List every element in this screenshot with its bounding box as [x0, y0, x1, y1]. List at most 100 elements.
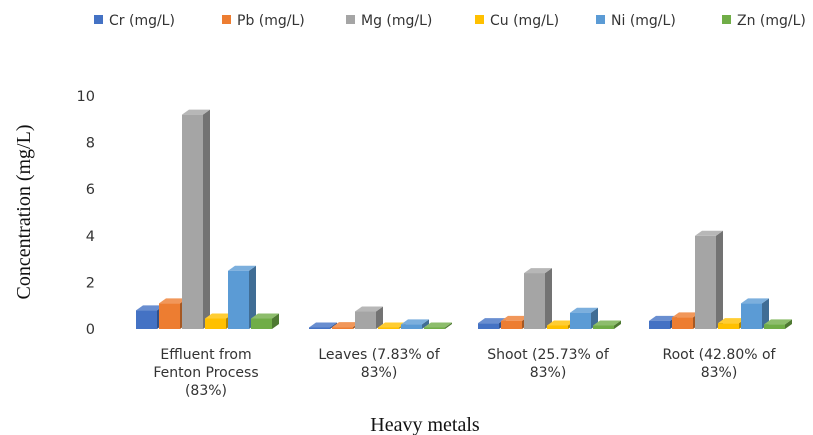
bar	[309, 322, 337, 329]
bar	[764, 319, 792, 329]
legend-swatch	[475, 15, 484, 24]
x-axis: Effluent from Fenton Process (83%) Leaves (…	[153, 347, 776, 399]
x-category-label: Shoot (25.73% of	[487, 347, 610, 363]
bar-top	[764, 319, 792, 325]
bar-front	[228, 270, 249, 329]
legend-swatch	[222, 15, 231, 24]
bar-side	[376, 306, 383, 329]
bar	[401, 319, 429, 329]
bar	[355, 306, 383, 329]
x-category-label: Effluent from	[160, 347, 251, 363]
bar-top	[251, 313, 279, 319]
bar-front	[764, 324, 785, 329]
bar-top	[182, 109, 210, 115]
bar-side	[785, 319, 792, 329]
y-tick-label: 10	[77, 89, 95, 105]
bar-front	[159, 303, 180, 329]
bar-front	[547, 325, 568, 329]
legend-swatch	[722, 15, 731, 24]
bar	[182, 109, 210, 329]
bar-top	[672, 312, 700, 318]
bar-front	[695, 235, 716, 329]
bar	[593, 320, 621, 329]
bar-top	[593, 320, 621, 326]
bars	[136, 109, 792, 329]
x-category-label: 83%)	[530, 365, 567, 381]
bar-top	[355, 306, 383, 312]
y-tick-label: 8	[86, 136, 95, 152]
x-category-label: (83%)	[185, 383, 227, 399]
bar-top	[378, 322, 406, 328]
legend-label: Mg (mg/L)	[361, 13, 432, 29]
y-axis: 0 2 4 6 8 10	[77, 89, 95, 338]
bar	[524, 268, 552, 329]
x-category-label: Leaves (7.83% of	[318, 347, 440, 363]
bar-front	[524, 273, 545, 329]
x-category-label: Fenton Process	[153, 365, 258, 381]
bar-side	[762, 298, 769, 329]
bar	[251, 313, 279, 329]
bar-side	[545, 268, 552, 329]
bar-front	[182, 114, 203, 329]
bar-top	[136, 305, 164, 311]
legend-label: Ni (mg/L)	[611, 13, 676, 29]
bar-top	[478, 318, 506, 324]
bar-top	[309, 322, 337, 328]
bar-front	[593, 325, 614, 329]
bar-top	[524, 268, 552, 274]
bar-side	[330, 322, 337, 329]
bar-front	[251, 318, 272, 329]
bar-top	[718, 318, 746, 324]
bar-front	[501, 320, 522, 329]
bar	[695, 230, 723, 329]
bar-top	[424, 322, 452, 328]
bar-top	[501, 315, 529, 321]
y-tick-label: 6	[86, 182, 95, 198]
legend-swatch	[596, 15, 605, 24]
bar-side	[203, 109, 210, 329]
x-category-label: 83%)	[361, 365, 398, 381]
bar-top	[695, 230, 723, 236]
bar-front	[718, 323, 739, 329]
bar-side	[272, 313, 279, 329]
bar	[228, 265, 256, 329]
bar-side	[614, 320, 621, 329]
bar-top	[649, 315, 677, 321]
bar-top	[741, 298, 769, 304]
bar-front	[570, 312, 591, 329]
x-axis-title: Heavy metals	[370, 414, 480, 435]
bar-front	[378, 327, 399, 329]
bar	[424, 322, 452, 329]
bar-top	[547, 320, 575, 326]
y-tick-label: 0	[86, 322, 95, 338]
bar-top	[228, 265, 256, 271]
bar-side	[445, 322, 452, 329]
x-category-label: Root (42.80% of	[663, 347, 777, 363]
bar-front	[649, 320, 670, 329]
x-category-label: 83%)	[701, 365, 738, 381]
bar-top	[332, 322, 360, 328]
legend: Cr (mg/L) Pb (mg/L) Mg (mg/L) Cu (mg/L) Ni (…	[94, 13, 806, 29]
bar-front	[355, 311, 376, 329]
legend-label: Cr (mg/L)	[109, 13, 175, 29]
bar-top	[401, 319, 429, 325]
bar-front	[401, 324, 422, 329]
y-axis-title: Concentration (mg/L)	[13, 125, 35, 300]
bar-front	[309, 327, 330, 329]
legend-swatch	[346, 15, 355, 24]
bar-front	[205, 318, 226, 329]
bar-front	[741, 303, 762, 329]
bar	[741, 298, 769, 329]
bar-side	[422, 319, 429, 329]
y-tick-label: 2	[86, 275, 95, 291]
bar-front	[332, 327, 353, 329]
bar-front	[478, 323, 499, 329]
legend-label: Zn (mg/L)	[737, 13, 806, 29]
bar-top	[570, 307, 598, 313]
legend-label: Pb (mg/L)	[237, 13, 305, 29]
bar-front	[424, 327, 445, 329]
bar-side	[249, 265, 256, 329]
legend-swatch	[94, 15, 103, 24]
bar-side	[716, 230, 723, 329]
